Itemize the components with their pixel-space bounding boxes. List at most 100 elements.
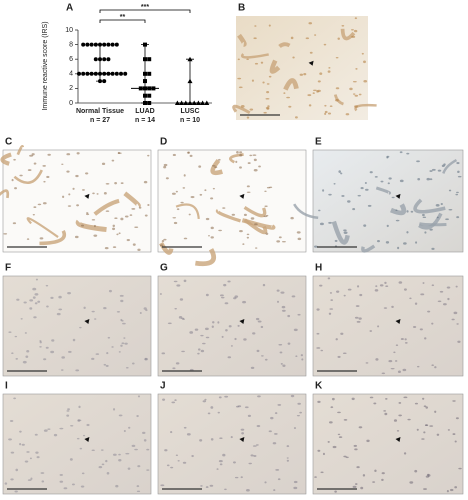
nucleus <box>322 189 325 192</box>
range-whisker <box>186 58 194 104</box>
nucleus <box>421 438 425 440</box>
nucleus <box>170 431 173 434</box>
nucleus <box>290 36 294 40</box>
nucleus <box>314 245 318 248</box>
nucleus <box>67 408 71 411</box>
nucleus <box>448 189 452 192</box>
nucleus <box>252 445 257 447</box>
nucleus <box>137 465 141 468</box>
nucleus <box>264 205 268 208</box>
nucleus <box>239 230 243 233</box>
point <box>102 79 107 84</box>
nucleus <box>293 480 298 484</box>
nucleus <box>237 324 240 327</box>
nucleus <box>431 284 435 287</box>
nucleus <box>20 318 23 320</box>
nucleus <box>210 438 214 441</box>
nucleus <box>223 283 227 287</box>
nucleus <box>214 166 218 169</box>
nucleus <box>290 394 295 398</box>
nucleus <box>409 481 414 484</box>
nucleus <box>39 237 44 240</box>
point <box>81 71 86 76</box>
nucleus <box>19 442 22 446</box>
nucleus <box>435 204 440 207</box>
nucleus <box>393 351 396 354</box>
nucleus <box>254 25 257 27</box>
nucleus <box>29 307 33 310</box>
nucleus <box>35 278 38 281</box>
nucleus <box>32 296 36 299</box>
nucleus <box>246 58 249 61</box>
nucleus <box>204 189 207 192</box>
nucleus <box>416 365 420 368</box>
nucleus <box>15 358 19 360</box>
nucleus <box>450 488 454 492</box>
nucleus <box>286 445 290 448</box>
tissue-strand <box>390 203 407 216</box>
nucleus <box>441 164 445 168</box>
nucleus <box>291 295 296 298</box>
micrograph <box>312 393 464 495</box>
nucleus <box>274 412 278 415</box>
nucleus <box>420 293 425 296</box>
tissue-strand <box>293 203 319 220</box>
nucleus <box>419 328 423 331</box>
significance-bracket <box>99 9 191 13</box>
nucleus <box>273 489 276 492</box>
nucleus <box>165 177 169 180</box>
nucleus <box>254 247 258 249</box>
nucleus <box>303 72 307 76</box>
nucleus <box>313 89 317 92</box>
nucleus <box>363 224 367 227</box>
nucleus <box>222 453 226 457</box>
nucleus <box>328 193 332 196</box>
nucleus <box>200 485 203 487</box>
nucleus <box>167 322 172 325</box>
nucleus <box>219 437 223 440</box>
nucleus <box>183 237 188 240</box>
nucleus <box>328 67 331 69</box>
nucleus <box>355 68 358 70</box>
x-tick-label: LUSC <box>180 108 199 115</box>
nucleus <box>207 412 211 415</box>
nucleus <box>79 447 83 450</box>
nucleus <box>255 317 260 321</box>
nucleus <box>137 395 141 398</box>
nucleus <box>358 426 363 429</box>
nucleus <box>286 457 289 459</box>
nucleus <box>447 429 450 431</box>
nucleus <box>403 288 407 291</box>
nucleus <box>356 466 360 469</box>
nucleus <box>390 367 395 370</box>
nucleus <box>116 310 121 313</box>
nucleus <box>16 298 20 301</box>
nucleus <box>26 238 30 241</box>
nucleus <box>336 290 340 293</box>
nucleus <box>36 456 40 459</box>
tissue-strand <box>93 198 120 216</box>
nucleus <box>205 336 210 339</box>
nucleus <box>12 222 17 225</box>
nucleus <box>58 295 62 299</box>
nucleus <box>452 400 456 402</box>
nucleus <box>221 335 224 338</box>
nucleus <box>243 338 247 341</box>
nucleus <box>407 418 411 421</box>
nucleus <box>218 229 222 232</box>
nucleus <box>205 217 210 221</box>
nucleus <box>276 240 281 243</box>
nucleus <box>137 248 141 251</box>
nucleus <box>359 293 363 297</box>
nucleus <box>29 154 34 157</box>
nucleus <box>369 330 373 332</box>
nucleus <box>353 444 358 447</box>
nucleus <box>182 187 186 189</box>
nucleus <box>331 397 335 401</box>
nucleus <box>39 341 42 344</box>
nucleus <box>42 164 46 167</box>
nucleus <box>34 302 38 305</box>
nucleus <box>127 467 131 470</box>
panel-label: I <box>5 381 8 392</box>
nucleus <box>163 165 167 169</box>
